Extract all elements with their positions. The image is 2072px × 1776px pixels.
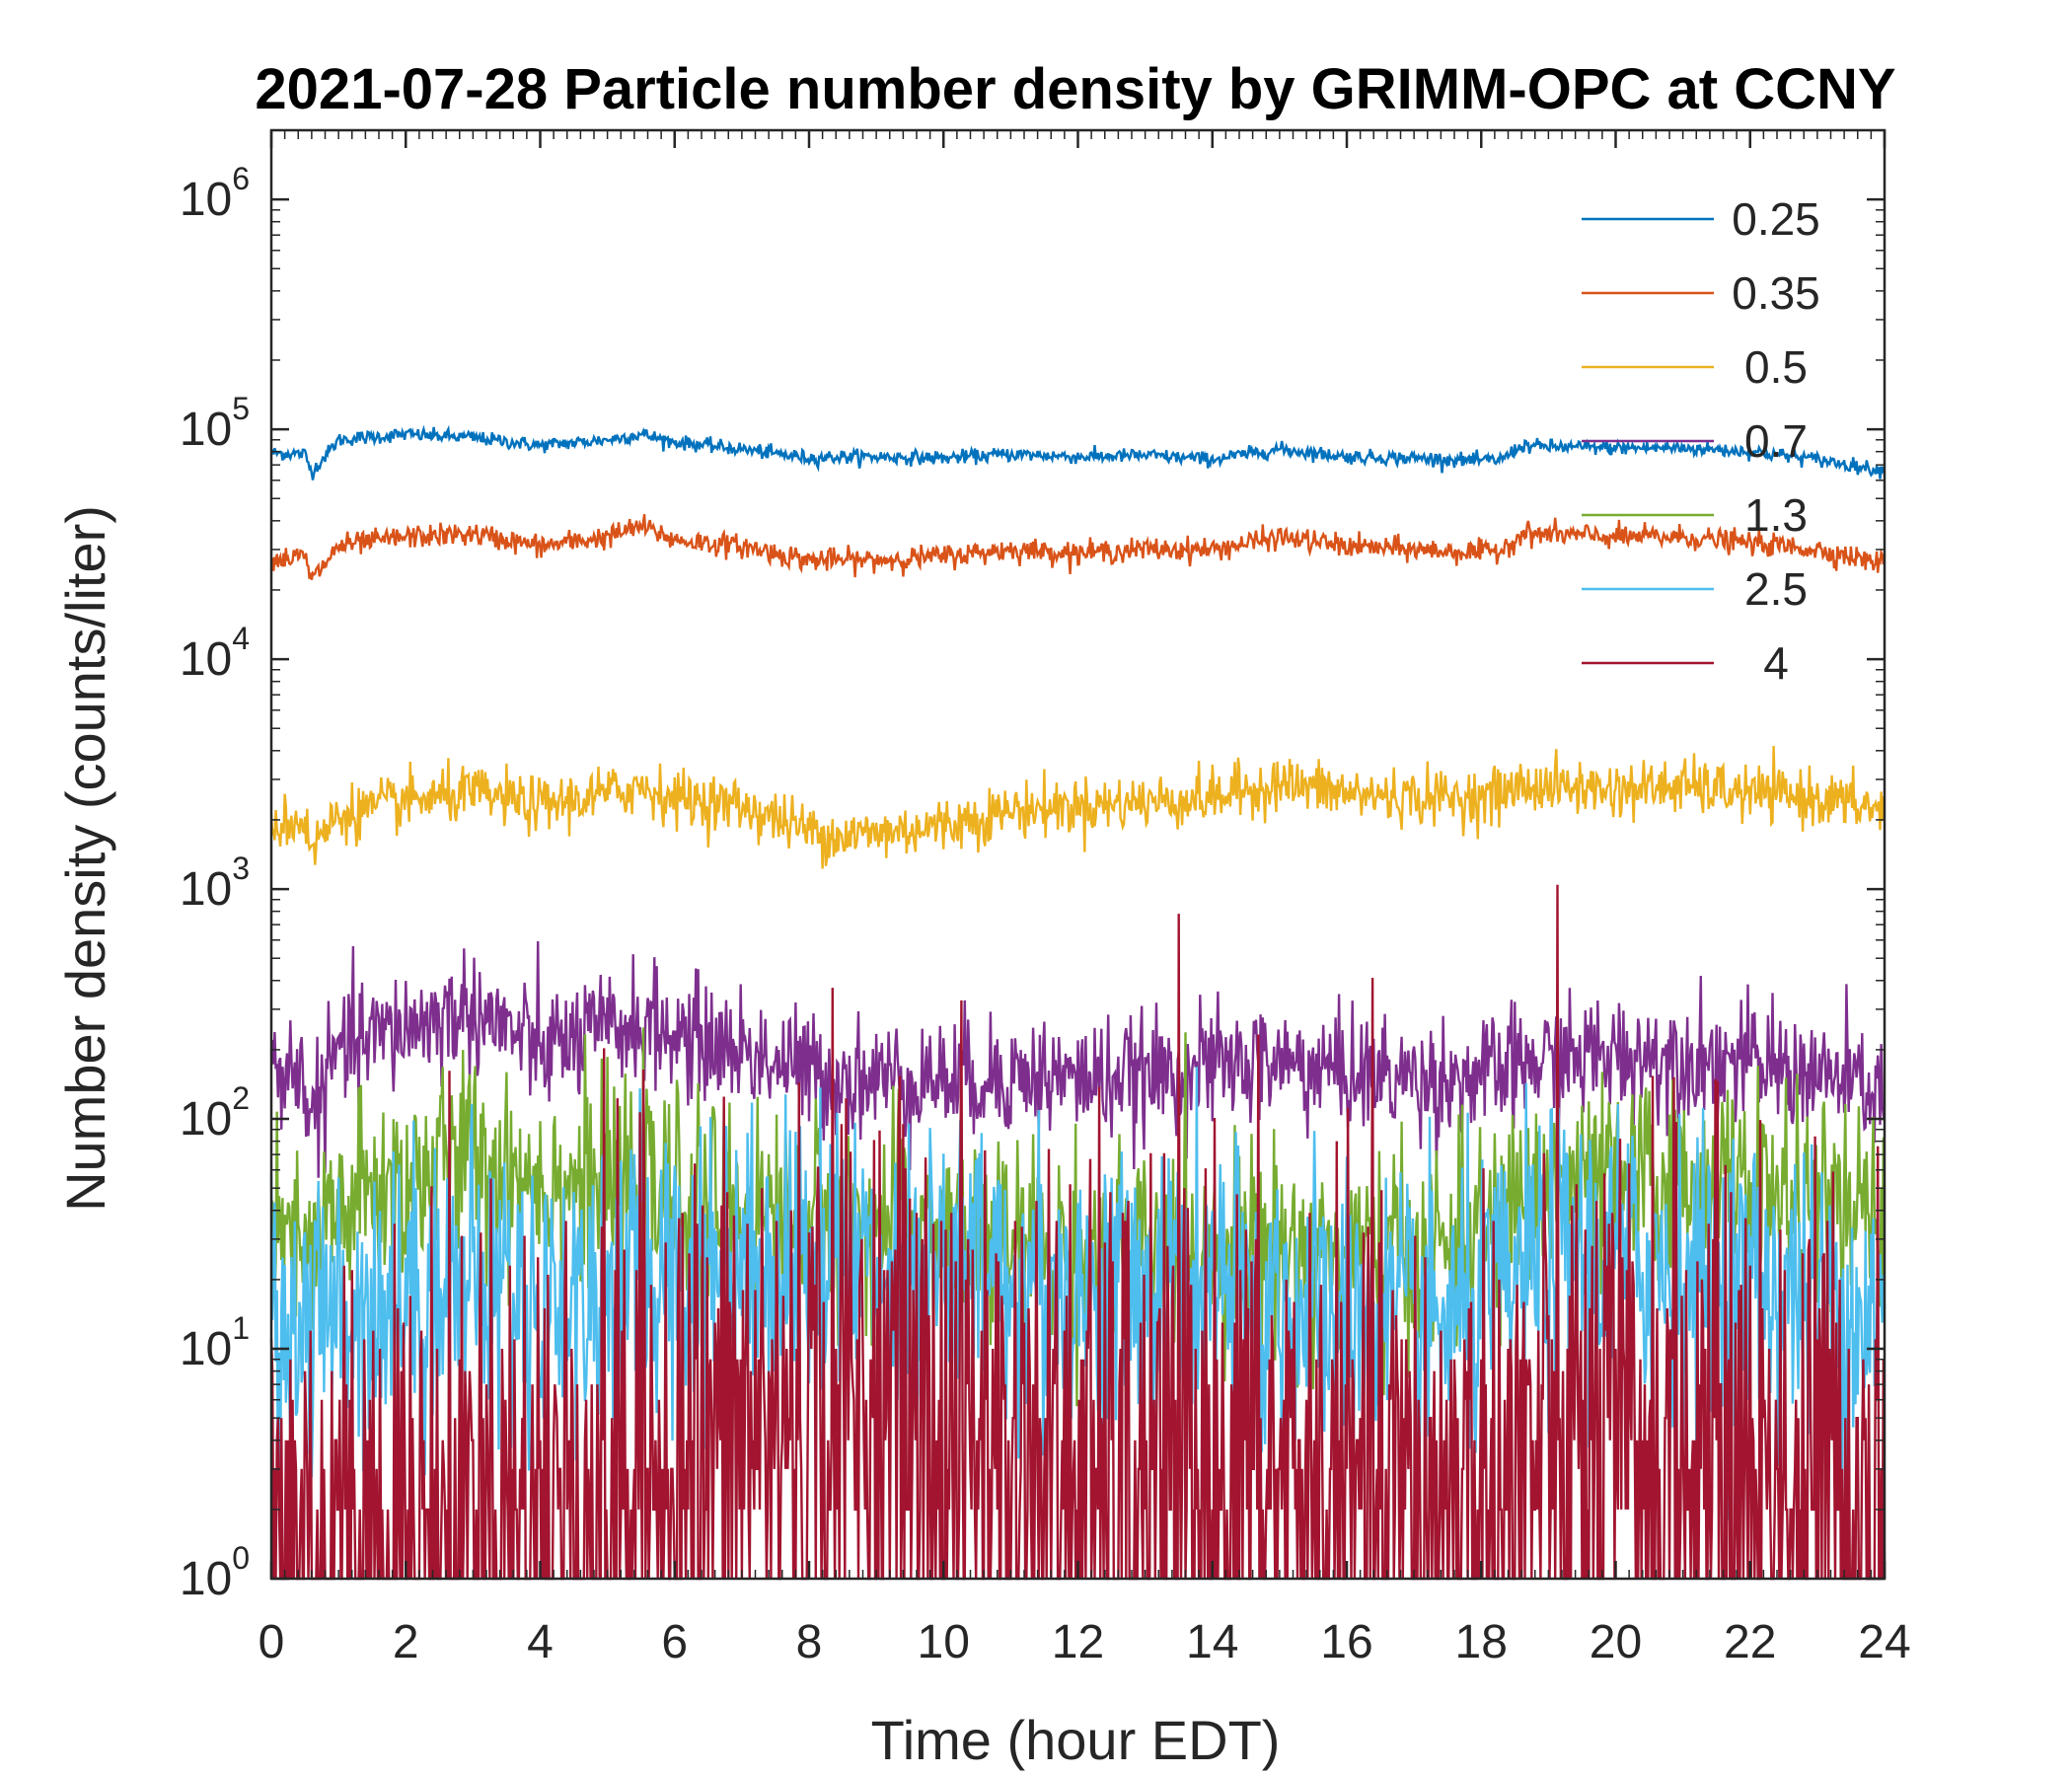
series-layer [269, 424, 1887, 1581]
series-line-0 [269, 424, 1887, 481]
legend: 0.25 0.35 0.5 0.7 1.3 2.5 4 [1582, 193, 1820, 689]
x-tick-label: 4 [527, 1616, 554, 1668]
y-tick-label: 101 [180, 1310, 250, 1375]
x-axis-label: Time (hour EDT) [871, 1709, 1281, 1771]
x-tick-label: 6 [661, 1616, 688, 1668]
y-tick-label: 105 [180, 391, 250, 456]
x-tick-label: 18 [1455, 1616, 1508, 1668]
y-tick-label: 106 [180, 161, 250, 226]
legend-entry-1: 0.35 [1732, 267, 1820, 319]
legend-entry-4: 1.3 [1744, 489, 1808, 541]
x-tick-label: 14 [1186, 1616, 1238, 1668]
legend-entry-3: 0.7 [1744, 415, 1808, 467]
legend-entry-2: 0.5 [1744, 341, 1808, 393]
x-tick-label: 12 [1052, 1616, 1104, 1668]
axes-layer: 0 2 4 6 8 10 12 14 16 18 20 22 241001011021031041051… [180, 128, 1911, 1668]
y-axis-label: Number density (counts/liter) [54, 505, 116, 1212]
series-line-1 [269, 514, 1887, 580]
x-tick-label: 10 [918, 1616, 970, 1668]
x-tick-label: 20 [1590, 1616, 1642, 1668]
y-tick-label: 100 [180, 1540, 250, 1605]
chart-title: 2021-07-28 Particle number density by GR… [255, 57, 1895, 121]
y-tick-label: 104 [180, 621, 250, 686]
legend-entry-0: 0.25 [1732, 193, 1820, 245]
series-line-5 [269, 1067, 1887, 1521]
legend-entry-5: 2.5 [1744, 563, 1808, 615]
x-tick-label: 16 [1320, 1616, 1372, 1668]
x-tick-label: 24 [1858, 1616, 1910, 1668]
x-tick-label: 0 [259, 1616, 285, 1668]
series-line-2 [269, 745, 1887, 869]
legend-entry-6: 4 [1763, 637, 1789, 689]
x-tick-label: 22 [1724, 1616, 1776, 1668]
x-tick-label: 8 [796, 1616, 823, 1668]
series-line-3 [269, 940, 1887, 1178]
x-tick-label: 2 [393, 1616, 419, 1668]
y-tick-label: 102 [180, 1080, 250, 1146]
y-tick-label: 103 [180, 851, 250, 916]
